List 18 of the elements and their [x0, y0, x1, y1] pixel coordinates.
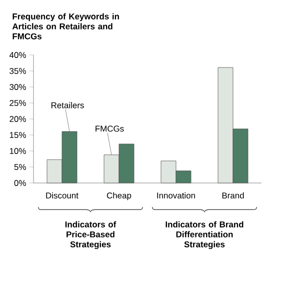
y-tick-label: 25% — [10, 100, 26, 106]
text: FMCGs — [96, 126, 124, 132]
chart-title: Frequency of Keywords in Articles on Retailers and FMCGs — [12, 13, 119, 40]
x-tick-label: Cheap — [106, 192, 132, 200]
y-tick-label: 40% — [9, 52, 26, 58]
y-tick-label: 30% — [10, 84, 26, 90]
x-tick-label: Discount — [46, 192, 78, 198]
y-tick-label: 35% — [10, 68, 26, 74]
text: Indicators of Price-Based Strategies — [65, 221, 116, 250]
text: Indicators of Brand Differentiation Strategies — [166, 221, 244, 250]
y-tick-label: 0% — [14, 180, 26, 186]
y-tick-label: 20% — [10, 116, 26, 122]
y-tick-label: 15% — [10, 132, 26, 138]
x-tick-label: Innovation — [157, 192, 195, 198]
y-tick-label: 5% — [14, 164, 26, 170]
y-tick-label: 10% — [10, 148, 26, 154]
x-tick-label: Brand — [222, 192, 244, 198]
text: Retailers — [51, 102, 84, 108]
